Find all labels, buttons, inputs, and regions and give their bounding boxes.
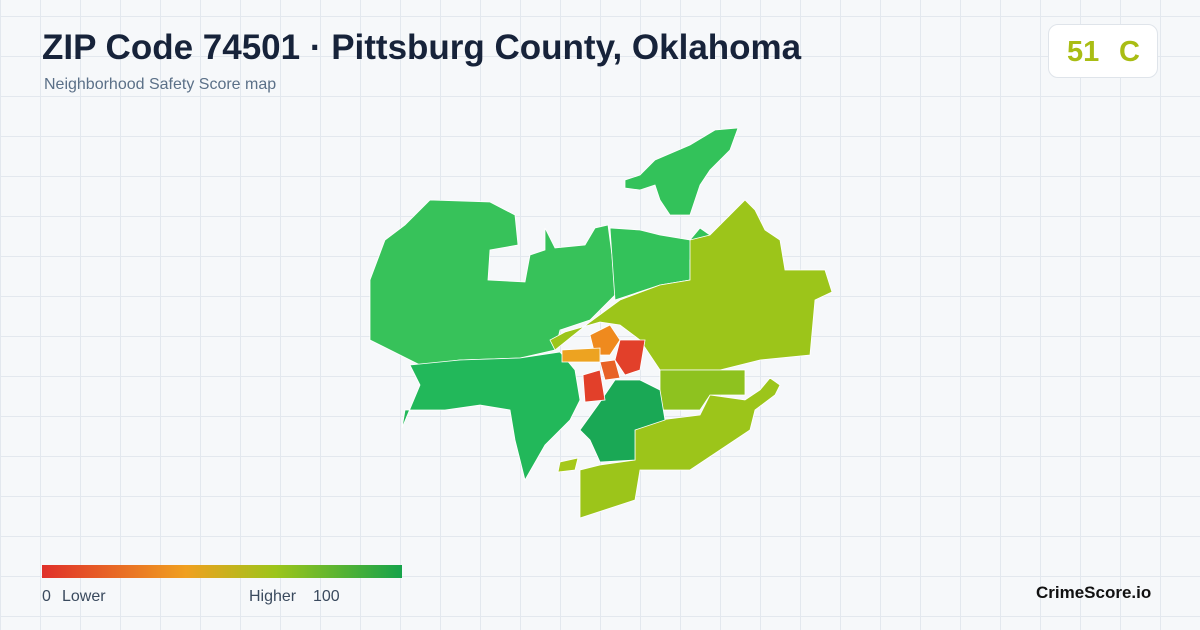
legend-max: 100 — [313, 588, 340, 605]
score-grade: C — [1119, 36, 1140, 68]
legend-min: 0 — [42, 588, 51, 605]
region — [401, 351, 581, 482]
region — [561, 347, 601, 363]
region — [579, 377, 781, 519]
region — [624, 127, 739, 216]
subtitle: Neighborhood Safety Score map — [44, 76, 277, 93]
legend-min-label: Lower — [62, 588, 106, 605]
region — [614, 339, 646, 376]
region — [582, 369, 606, 403]
title: ZIP Code 74501 · Pittsburg County, Oklah… — [42, 28, 802, 67]
region — [557, 457, 579, 473]
region — [599, 359, 621, 381]
score-badge: 51 C — [1048, 24, 1158, 78]
brand: CrimeScore.io — [1036, 583, 1152, 602]
score-value: 51 — [1067, 36, 1100, 68]
legend-gradient — [42, 565, 402, 578]
region — [369, 199, 616, 366]
legend-max-label: Higher — [249, 588, 297, 605]
